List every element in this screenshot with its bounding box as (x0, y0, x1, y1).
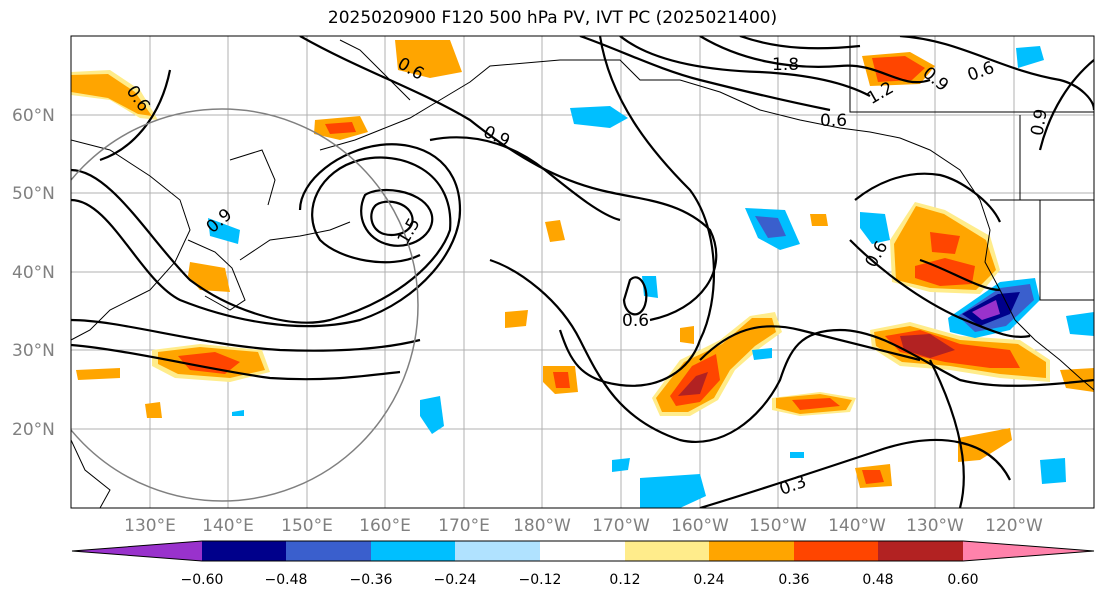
contour-label: 0.6 (965, 58, 997, 86)
contour-label: 0.6 (622, 311, 649, 331)
colorbar-segment (794, 541, 878, 561)
longitude-labels: 130°E 140°E 150°E 160°E 170°E 180°W 170°… (124, 516, 1043, 536)
colorbar (71, 540, 1095, 562)
lat-label: 50°N (12, 184, 55, 204)
contour-label: 0.9 (1027, 107, 1051, 137)
colorbar-tick-label: 0.12 (609, 572, 640, 588)
lon-label: 150°W (749, 516, 807, 536)
colorbar-outline (71, 540, 1095, 562)
lat-label: 40°N (12, 263, 55, 283)
lat-label: 30°N (12, 341, 55, 361)
colorbar-tick-label: 0.48 (862, 572, 893, 588)
colorbar-tick-label: 0.24 (693, 572, 724, 588)
colorbar-extend-min (72, 541, 202, 561)
colorbar-tick-label: −0.60 (181, 572, 224, 588)
colorbar-segment (878, 541, 963, 561)
coastlines (71, 36, 1094, 508)
colorbar-segment (625, 541, 709, 561)
colorbar-ticks: −0.60 −0.48 −0.36 −0.24 −0.12 0.12 0.24 … (181, 572, 979, 588)
colorbar-tick-label: 0.36 (778, 572, 809, 588)
colorbar-tick-label: −0.48 (265, 572, 308, 588)
colorbar-segment (286, 541, 371, 561)
lon-label: 130°E (124, 516, 176, 536)
range-circle (71, 108, 419, 502)
colorbar-tick-label: −0.12 (519, 572, 562, 588)
latitude-labels: 60°N 50°N 40°N 30°N 20°N (12, 106, 55, 440)
map-frame (70, 35, 1095, 509)
colorbar-extend-max (963, 541, 1094, 561)
map-title: 2025020900 F120 500 hPa PV, IVT PC (2025… (327, 8, 778, 28)
colorbar-segment (371, 541, 455, 561)
lon-label: 160°E (359, 516, 411, 536)
lon-label: 140°E (202, 516, 254, 536)
contour-label: 0.6 (861, 238, 892, 271)
contour-label: 0.6 (820, 111, 847, 131)
colorbar-segment (202, 541, 286, 561)
pv-contours (71, 36, 1094, 508)
lon-label: 140°W (828, 516, 886, 536)
colorbar-segment (540, 541, 625, 561)
lon-label: 170°E (438, 516, 490, 536)
colorbar-tick-label: −0.24 (434, 572, 477, 588)
lat-label: 60°N (12, 106, 55, 126)
lon-label: 120°W (985, 516, 1043, 536)
colorbar-segment (709, 541, 794, 561)
colorbar-segment (455, 541, 540, 561)
lat-label: 20°N (12, 420, 55, 440)
lon-label: 150°E (281, 516, 333, 536)
ivt-shading (71, 40, 1094, 508)
lon-label: 130°W (906, 516, 964, 536)
lon-label: 160°W (671, 516, 729, 536)
colorbar-tick-label: 0.60 (947, 572, 978, 588)
lon-label: 170°W (592, 516, 650, 536)
contour-label: 1.8 (772, 55, 799, 75)
lon-label: 180°W (513, 516, 571, 536)
colorbar-tick-label: −0.36 (350, 572, 393, 588)
